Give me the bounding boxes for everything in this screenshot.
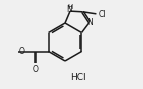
Text: HCl: HCl	[70, 73, 86, 82]
Text: H: H	[67, 4, 73, 10]
Text: N: N	[87, 18, 93, 27]
Text: N: N	[66, 5, 72, 14]
Text: O: O	[33, 65, 38, 74]
Text: Cl: Cl	[98, 10, 106, 19]
Text: O: O	[19, 47, 25, 56]
